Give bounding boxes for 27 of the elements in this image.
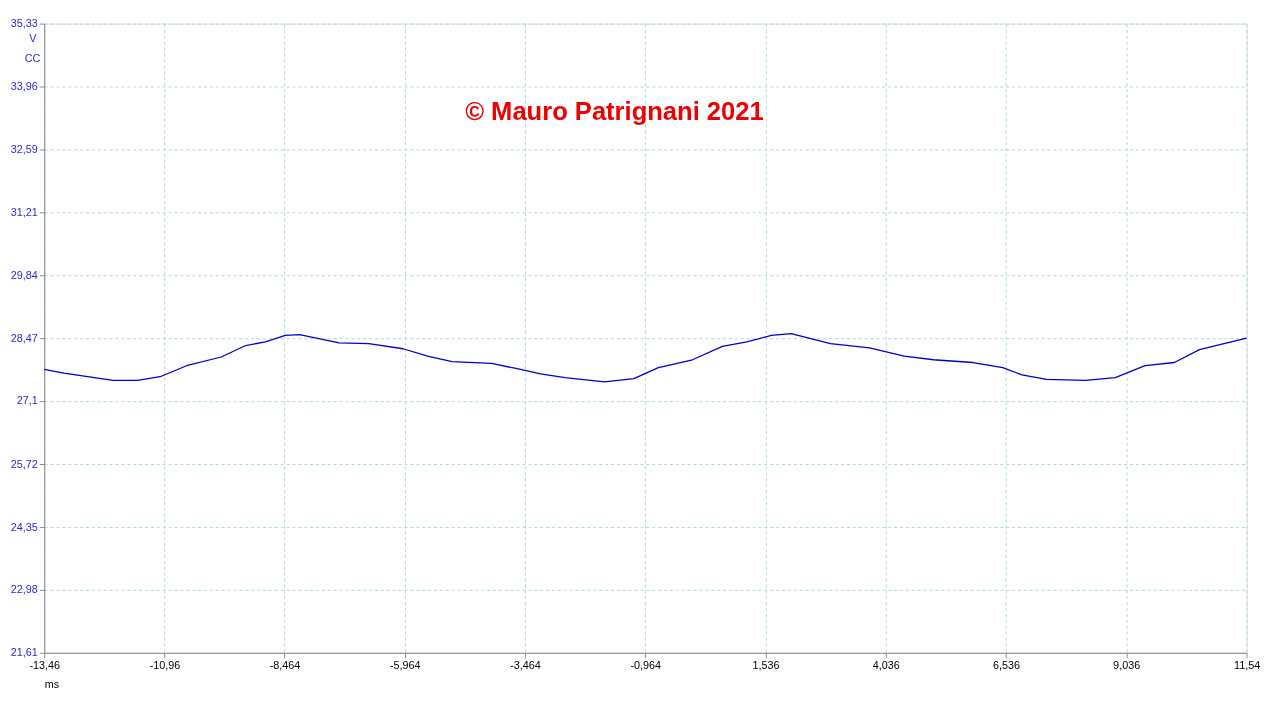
x-tick-label: 11,54 (1233, 659, 1261, 672)
y-tick-label: 28,47 (10, 331, 38, 344)
annotation: © Mauro Patrignani 2021 (465, 96, 764, 125)
y-tick-label: 24,35 (10, 520, 38, 533)
y-tick-label: 27,1 (16, 394, 38, 407)
y-tick-label: 32,59 (10, 142, 38, 155)
text: CC (24, 51, 41, 64)
x-tick-label: 1,536 (752, 659, 780, 672)
y-tick-label: 21,61 (10, 646, 38, 659)
y-tick-label: 33,96 (10, 79, 38, 92)
y-tick-label: 25,72 (10, 457, 38, 470)
y-tick-label: 31,21 (10, 205, 38, 218)
x-tick-label: -3,464 (510, 659, 541, 672)
y-tick-label: 22,98 (10, 583, 38, 596)
x-axis-title: ms (44, 677, 60, 690)
x-tick-label: -5,964 (389, 659, 421, 672)
x-tick-label: -8,464 (269, 659, 301, 672)
y-tick-label: 35,33 (10, 17, 38, 30)
x-tick-label: 6,536 (992, 659, 1020, 672)
y-tick-label: 29,84 (10, 268, 38, 281)
y-axis-title: V (29, 31, 38, 44)
x-tick-label: 4,036 (872, 659, 900, 672)
line-series (43, 332, 1248, 383)
x-tick-label: -10,96 (149, 659, 181, 672)
x-tick-label: -0,964 (630, 659, 662, 672)
x-tick-label: 9,036 (1113, 659, 1141, 672)
x-tick-label: -13,46 (29, 659, 61, 672)
